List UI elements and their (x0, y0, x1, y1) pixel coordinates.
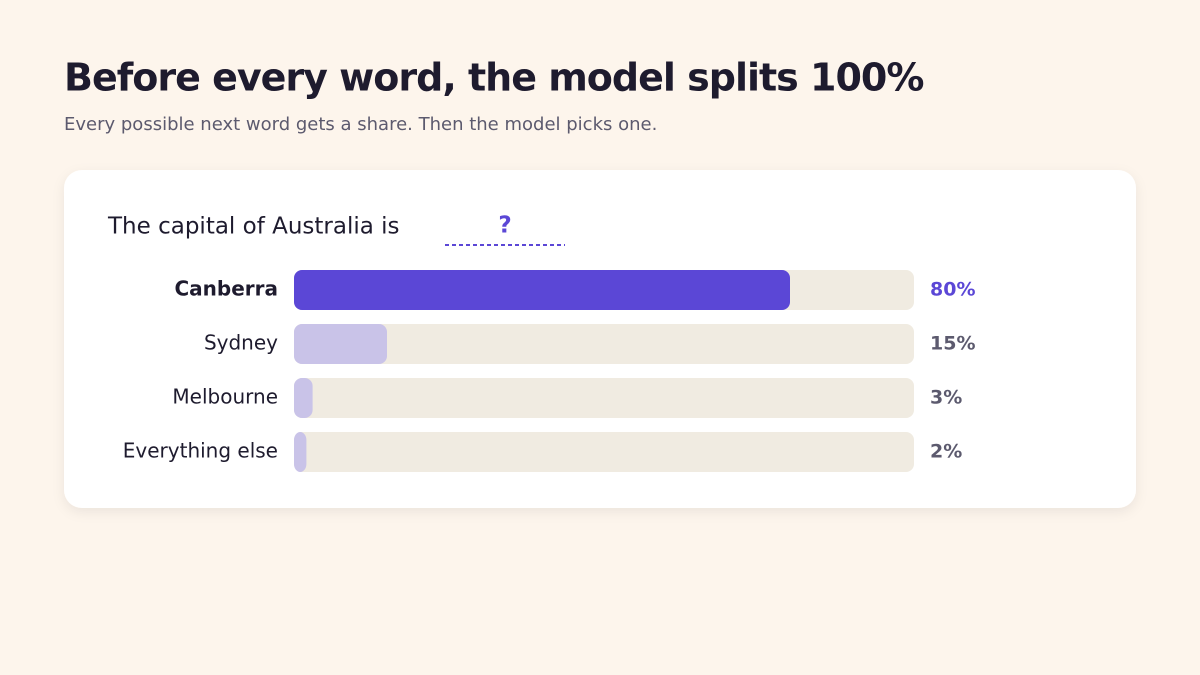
chart-title: Before every word, the model splits 100% (64, 56, 923, 100)
blank: ? (498, 213, 511, 239)
category-label: Sydney (204, 331, 278, 355)
category-label: Everything else (123, 439, 278, 463)
value-label: 3% (930, 387, 962, 409)
bar-track (294, 378, 914, 418)
category-label: Melbourne (172, 385, 278, 409)
category-label: Canberra (174, 277, 278, 301)
prompt: The capital of Australia is (107, 214, 400, 240)
bar-track (294, 324, 914, 364)
value-label: 80% (930, 279, 975, 301)
bar (294, 324, 387, 364)
chart-subtitle: Every possible next word gets a share. T… (64, 114, 657, 135)
bar (294, 378, 313, 418)
bar (294, 432, 307, 472)
bar-track (294, 432, 914, 472)
value-label: 15% (930, 333, 975, 355)
bar (294, 270, 790, 310)
value-label: 2% (930, 441, 962, 463)
